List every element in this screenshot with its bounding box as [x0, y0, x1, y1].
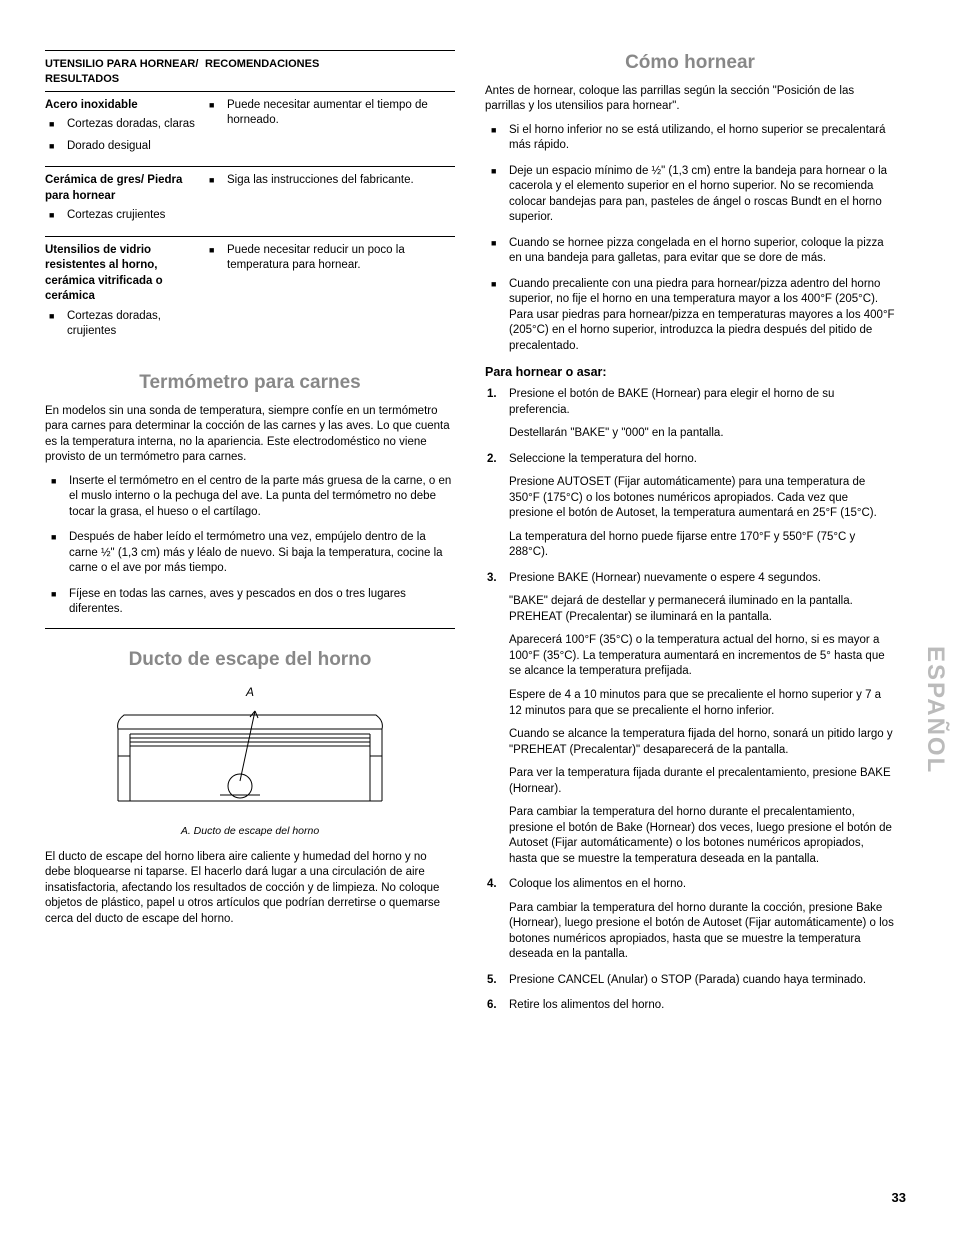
step-text: Retire los alimentos del horno. [509, 999, 664, 1011]
result-item: Cortezas crujientes [45, 208, 197, 224]
rule-divider [45, 628, 455, 629]
table-row: Utensilios de vidrio resistentes al horn… [45, 236, 455, 352]
material-name: Cerámica de gres/ Piedra para hornear [45, 173, 197, 204]
table-row: Acero inoxidable Cortezas doradas, claras… [45, 91, 455, 167]
rec-list: Puede necesitar reducir un poco la tempe… [205, 243, 455, 274]
step-paragraph: Espere de 4 a 10 minutos para que se pre… [509, 688, 895, 719]
step-paragraph: Presione AUTOSET (Fijar automáticamente)… [509, 475, 895, 522]
step-item: Presione el botón de BAKE (Hornear) para… [485, 387, 895, 442]
figure-caption: A. Ducto de escape del horno [45, 824, 455, 838]
right-column: Cómo hornear Antes de hornear, coloque l… [485, 50, 895, 1024]
figure-label-a: A [45, 684, 455, 700]
step-text: Presione el botón de BAKE (Hornear) para… [509, 388, 834, 416]
language-tab: ESPAÑOL [916, 640, 954, 780]
list-item: Inserte el termómetro en el centro de la… [45, 474, 455, 521]
table-cell-material: Utensilios de vidrio resistentes al horn… [45, 243, 205, 346]
bake-bullets: Si el horno inferior no se está utilizan… [485, 123, 895, 355]
step-text: Coloque los alimentos en el horno. [509, 878, 686, 890]
step-item: Presione BAKE (Hornear) nuevamente o esp… [485, 571, 895, 867]
rec-list: Siga las instrucciones del fabricante. [205, 173, 455, 189]
step-paragraph: La temperatura del horno puede fijarse e… [509, 530, 895, 561]
result-item: Cortezas doradas, claras [45, 117, 197, 133]
list-item: Deje un espacio mínimo de ½" (1,3 cm) en… [485, 164, 895, 226]
list-item: Fíjese en todas las carnes, aves y pesca… [45, 587, 455, 618]
table-cell-recommendation: Puede necesitar aumentar el tiempo de ho… [205, 98, 455, 161]
page-content: UTENSILIO PARA HORNEAR/ RESULTADOS RECOM… [0, 0, 954, 1064]
vent-heading: Ducto de escape del horno [45, 647, 455, 673]
list-item: Después de haber leído el termómetro una… [45, 530, 455, 577]
results-list: Cortezas doradas, claras Dorado desigual [45, 117, 197, 154]
rec-item: Puede necesitar reducir un poco la tempe… [205, 243, 455, 274]
step-text: Presione CANCEL (Anular) o STOP (Parada)… [509, 974, 866, 986]
table-cell-recommendation: Puede necesitar reducir un poco la tempe… [205, 243, 455, 346]
rec-list: Puede necesitar aumentar el tiempo de ho… [205, 98, 455, 129]
bake-steps: Presione el botón de BAKE (Hornear) para… [485, 387, 895, 1014]
material-name: Utensilios de vidrio resistentes al horn… [45, 243, 197, 305]
left-column: UTENSILIO PARA HORNEAR/ RESULTADOS RECOM… [45, 50, 455, 1024]
thermometer-heading: Termómetro para carnes [45, 370, 455, 396]
table-header-left: UTENSILIO PARA HORNEAR/ RESULTADOS [45, 57, 205, 87]
step-item: Retire los alimentos del horno. [485, 998, 895, 1014]
bake-subhead: Para hornear o asar: [485, 364, 895, 381]
table-header-row: UTENSILIO PARA HORNEAR/ RESULTADOS RECOM… [45, 57, 455, 91]
material-name: Acero inoxidable [45, 98, 197, 114]
step-text: Presione BAKE (Hornear) nuevamente o esp… [509, 572, 821, 584]
table-row: Cerámica de gres/ Piedra para hornear Cor… [45, 166, 455, 236]
vent-figure: A A. Ducto de escape del horno [45, 684, 455, 838]
page-number: 33 [892, 1189, 906, 1207]
rec-item: Puede necesitar aumentar el tiempo de ho… [205, 98, 455, 129]
rule-top [45, 50, 455, 51]
table-body: Acero inoxidable Cortezas doradas, claras… [45, 91, 455, 352]
results-list: Cortezas doradas, crujientes [45, 309, 197, 340]
results-list: Cortezas crujientes [45, 208, 197, 224]
result-item: Dorado desigual [45, 139, 197, 155]
table-cell-recommendation: Siga las instrucciones del fabricante. [205, 173, 455, 230]
step-paragraph: "BAKE" dejará de destellar y permanecerá… [509, 594, 895, 625]
step-item: Coloque los alimentos en el horno. Para c… [485, 877, 895, 963]
vent-body: El ducto de escape del horno libera aire… [45, 850, 455, 928]
bake-heading: Cómo hornear [485, 50, 895, 76]
thermometer-intro: En modelos sin una sonda de temperatura,… [45, 404, 455, 466]
list-item: Cuando precaliente con una piedra para h… [485, 277, 895, 355]
oven-vent-diagram [100, 701, 400, 816]
list-item: Si el horno inferior no se está utilizan… [485, 123, 895, 154]
table-cell-material: Cerámica de gres/ Piedra para hornear Cor… [45, 173, 205, 230]
step-paragraph: Aparecerá 100°F (35°C) o la temperatura … [509, 633, 895, 680]
step-item: Seleccione la temperatura del horno. Pres… [485, 452, 895, 561]
step-paragraph: Para cambiar la temperatura del horno du… [509, 901, 895, 963]
bake-intro: Antes de hornear, coloque las parrillas … [485, 84, 895, 115]
step-paragraph: Cuando se alcance la temperatura fijada … [509, 727, 895, 758]
rec-item: Siga las instrucciones del fabricante. [205, 173, 455, 189]
table-header-right: RECOMENDACIONES [205, 57, 455, 87]
step-paragraph: Para ver la temperatura fijada durante e… [509, 766, 895, 797]
result-item: Cortezas doradas, crujientes [45, 309, 197, 340]
language-tab-label: ESPAÑOL [919, 646, 951, 774]
step-text: Seleccione la temperatura del horno. [509, 453, 697, 465]
thermometer-bullets: Inserte el termómetro en el centro de la… [45, 474, 455, 618]
table-cell-material: Acero inoxidable Cortezas doradas, claras… [45, 98, 205, 161]
step-paragraph: Destellarán "BAKE" y "000" en la pantall… [509, 426, 895, 442]
step-paragraph: Para cambiar la temperatura del horno du… [509, 805, 895, 867]
list-item: Cuando se hornee pizza congelada en el h… [485, 236, 895, 267]
step-item: Presione CANCEL (Anular) o STOP (Parada)… [485, 973, 895, 989]
